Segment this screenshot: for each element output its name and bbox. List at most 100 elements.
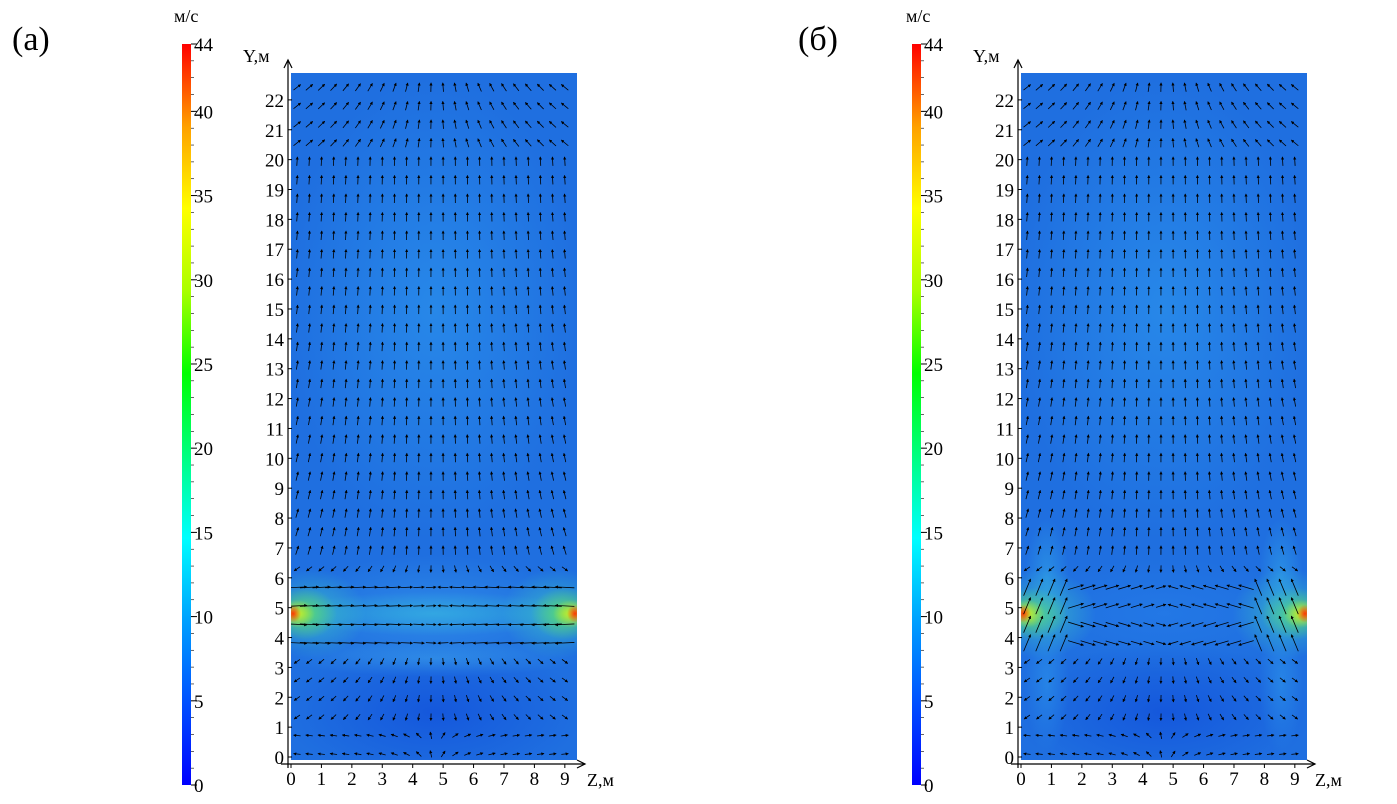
velocity-vector (489, 101, 495, 111)
velocity-vector (1143, 640, 1155, 646)
velocity-vector (453, 657, 458, 666)
velocity-vector (1133, 752, 1140, 757)
x-tick-label: 4 (408, 769, 418, 790)
velocity-vector (1097, 713, 1103, 721)
velocity-vector (293, 102, 302, 109)
velocity-vector (319, 211, 324, 222)
velocity-vector (307, 545, 312, 555)
velocity-vector (332, 508, 336, 518)
velocity-vector (320, 508, 324, 518)
velocity-vector (393, 508, 397, 518)
velocity-vector (329, 733, 338, 737)
velocity-vector (1049, 156, 1054, 166)
velocity-vector (526, 397, 530, 407)
velocity-vector (380, 360, 384, 370)
velocity-vector (320, 415, 324, 426)
velocity-vector (536, 102, 544, 110)
velocity-vector (562, 434, 567, 444)
velocity-vector (1171, 694, 1175, 703)
x-tick-label: 0 (1016, 769, 1026, 790)
velocity-vector (320, 304, 324, 315)
velocity-vector (380, 397, 384, 407)
velocity-vector (500, 752, 508, 756)
velocity-vector (355, 101, 361, 110)
velocity-vector (465, 545, 469, 555)
velocity-vector (526, 360, 530, 370)
velocity-vector (293, 696, 301, 701)
velocity-vector (464, 752, 472, 756)
velocity-vector (344, 323, 348, 333)
velocity-vector (513, 677, 519, 684)
velocity-vector (562, 452, 567, 463)
velocity-vector (441, 565, 445, 573)
colorbar-tick-label: 30 (924, 271, 943, 292)
velocity-vector (563, 304, 567, 315)
velocity-vector (477, 508, 482, 518)
velocity-vector (1145, 732, 1152, 739)
x-tick-label: 8 (530, 769, 540, 790)
velocity-vector (502, 545, 506, 555)
velocity-vector (1147, 676, 1151, 684)
velocity-vector (295, 286, 299, 296)
panel-label-a: (а) (12, 21, 50, 58)
velocity-vector (332, 415, 336, 426)
velocity-vector (1122, 415, 1127, 426)
velocity-vector (1093, 640, 1108, 646)
velocity-vector (392, 119, 397, 129)
velocity-vector (538, 378, 542, 389)
velocity-vector (380, 565, 385, 573)
velocity-vector (441, 82, 445, 92)
velocity-vector (404, 565, 408, 573)
velocity-vector (355, 138, 361, 147)
velocity-vector (477, 545, 482, 555)
x-tick-label: 4 (1138, 769, 1148, 790)
velocity-field (291, 79, 577, 760)
velocity-vector (549, 677, 556, 683)
velocity-vector (1280, 156, 1285, 166)
velocity-vector (490, 323, 494, 333)
velocity-vector (295, 193, 299, 203)
velocity-vector (388, 622, 402, 627)
velocity-vector (295, 156, 299, 166)
velocity-vector (549, 714, 556, 720)
colorbar-tick-label: 15 (194, 523, 213, 544)
velocity-vector (413, 585, 425, 589)
velocity-vector (299, 603, 320, 608)
velocity-vector (332, 341, 336, 352)
velocity-vector (452, 751, 459, 757)
velocity-vector (362, 604, 378, 608)
x-tick-label: 9 (560, 769, 570, 790)
velocity-vector (362, 585, 378, 589)
y-tick-label: 5 (1005, 599, 1015, 620)
velocity-vector (1035, 733, 1043, 738)
velocity-vector (1097, 658, 1103, 665)
velocity-vector (417, 82, 421, 92)
velocity-vector (320, 341, 324, 352)
velocity-vector (425, 641, 437, 645)
velocity-vector (332, 452, 336, 463)
velocity-vector (1085, 658, 1091, 665)
y-tick-label: 16 (265, 270, 284, 291)
velocity-vector (453, 82, 457, 92)
velocity-vector (353, 752, 362, 756)
velocity-vector (337, 641, 355, 645)
colorbar-tick-label: 40 (194, 102, 213, 123)
velocity-vector (524, 139, 532, 147)
velocity-vector (538, 545, 542, 555)
velocity-vector (344, 267, 348, 278)
velocity-vector (355, 676, 361, 684)
velocity-vector (550, 360, 555, 370)
velocity-vector (525, 658, 532, 665)
velocity-vector (1267, 658, 1274, 665)
velocity-vector (356, 471, 360, 481)
velocity-vector (514, 341, 518, 352)
velocity-vector (1085, 695, 1091, 702)
velocity-vector (472, 585, 487, 589)
velocity-vector (1110, 378, 1114, 389)
velocity-vector (1278, 634, 1287, 652)
velocity-vector (1218, 752, 1226, 756)
velocity-vector (1230, 752, 1238, 756)
velocity-vector (307, 156, 311, 166)
velocity-vector (502, 508, 506, 518)
velocity-vector (392, 434, 397, 444)
